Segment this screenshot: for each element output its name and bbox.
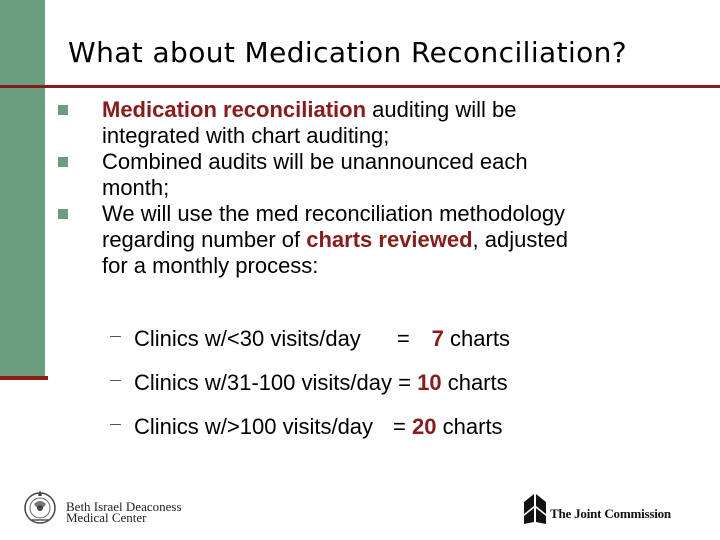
equals-sign: = bbox=[398, 370, 411, 395]
bullet-text: month; bbox=[102, 175, 170, 200]
bidmc-name-line1: Beth Israel Deaconess bbox=[66, 499, 182, 514]
bullet-text: integrated with chart auditing; bbox=[102, 123, 390, 148]
bullet-item: We will use the med reconciliation metho… bbox=[58, 201, 698, 279]
joint-commission-name: The Joint Commission bbox=[550, 506, 671, 521]
chart-count: 20 bbox=[412, 414, 437, 439]
title-divider bbox=[0, 85, 720, 88]
sub-item-text: Clinics w/31-100 visits/day = 10 charts bbox=[134, 370, 508, 396]
bidmc-seal-icon bbox=[24, 490, 56, 524]
bullet-text: We will use the med reconciliation metho… bbox=[102, 201, 566, 226]
square-bullet-icon bbox=[58, 157, 68, 167]
chart-unit: charts bbox=[442, 414, 503, 439]
bullet-text: Combined audits will be unannounced each bbox=[102, 149, 528, 174]
equals-sign: = bbox=[396, 326, 410, 351]
bidmc-logo: Beth Israel Deaconess Medical Center bbox=[22, 486, 192, 530]
equals-sign: = bbox=[393, 414, 406, 439]
dash-bullet-icon bbox=[110, 336, 121, 337]
bullet-text: , adjusted bbox=[472, 227, 568, 252]
chart-count: 7 bbox=[431, 326, 444, 351]
left-accent-tick bbox=[0, 376, 48, 380]
bullet-text: auditing will be bbox=[366, 97, 517, 122]
sub-item-text: Clinics w/>100 visits/day = 20 charts bbox=[134, 414, 503, 440]
chart-count: 10 bbox=[417, 370, 442, 395]
clinic-label: Clinics w/31-100 visits/day bbox=[134, 370, 392, 395]
joint-commission-logo: The Joint Commission bbox=[524, 494, 704, 526]
bullet-list: Medication reconciliation auditing will … bbox=[58, 97, 698, 279]
bullet-highlight: Medication reconciliation bbox=[102, 97, 367, 122]
dash-bullet-icon bbox=[110, 380, 121, 381]
sub-item-text: Clinics w/<30 visits/day = 7 charts bbox=[134, 326, 510, 352]
chart-unit: charts bbox=[447, 370, 508, 395]
slide-title: What about Medication Reconciliation? bbox=[68, 36, 628, 69]
bullet-item: Combined audits will be unannounced each… bbox=[58, 149, 698, 201]
bullet-highlight: charts reviewed bbox=[306, 227, 473, 252]
chart-unit: charts bbox=[450, 326, 510, 351]
square-bullet-icon bbox=[58, 105, 68, 115]
bidmc-name-line2: Medical Center bbox=[66, 510, 147, 525]
bullet-text: regarding number of bbox=[102, 227, 307, 252]
clinic-label: Clinics w/<30 visits/day bbox=[134, 326, 361, 351]
clinic-label: Clinics w/>100 visits/day bbox=[134, 414, 374, 439]
bullet-text: for a monthly process: bbox=[102, 253, 319, 278]
joint-commission-mark-icon bbox=[524, 494, 546, 524]
dash-bullet-icon bbox=[110, 424, 121, 425]
left-accent-bar bbox=[0, 0, 45, 378]
square-bullet-icon bbox=[58, 209, 68, 219]
bullet-item: Medication reconciliation auditing will … bbox=[58, 97, 698, 149]
